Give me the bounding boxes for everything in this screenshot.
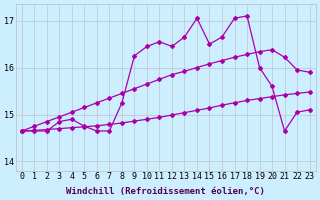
- X-axis label: Windchill (Refroidissement éolien,°C): Windchill (Refroidissement éolien,°C): [66, 187, 265, 196]
